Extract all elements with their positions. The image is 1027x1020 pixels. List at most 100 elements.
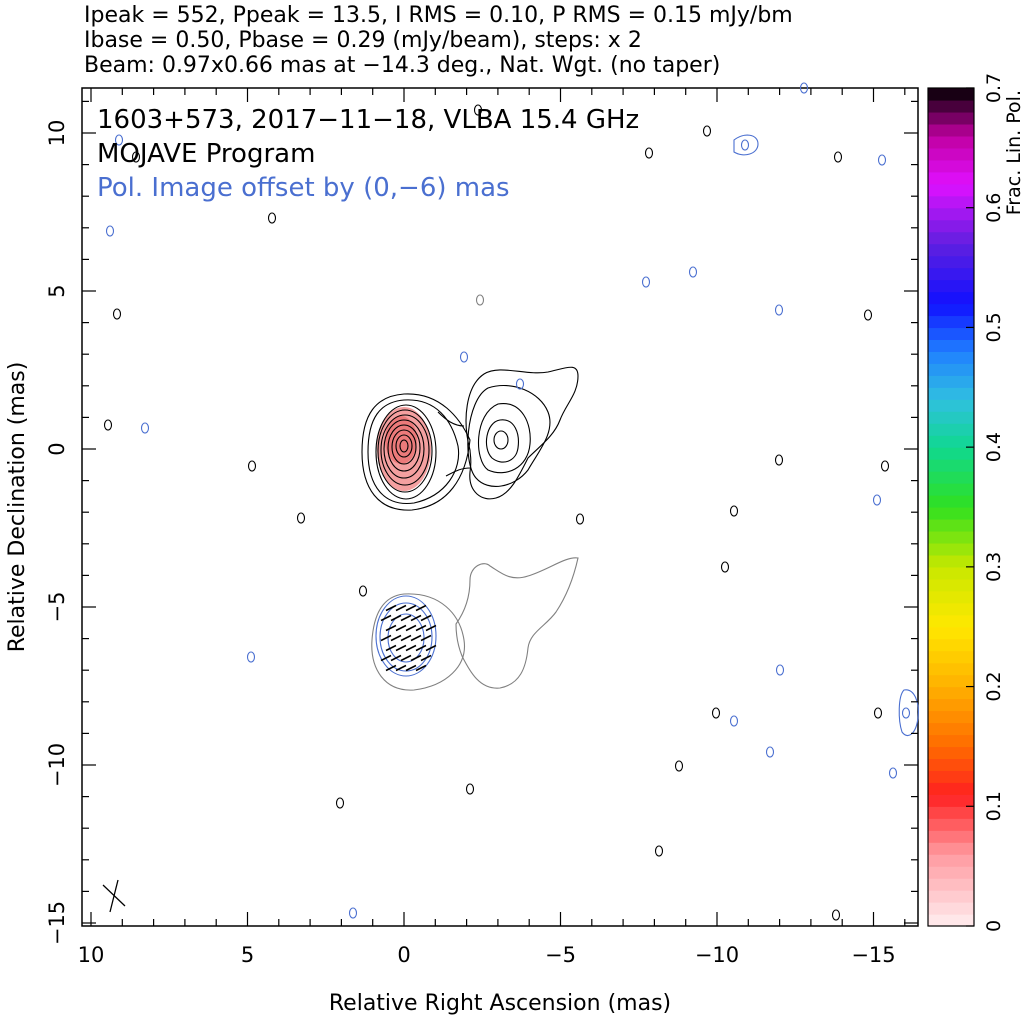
y-tick-label: 0	[45, 442, 69, 455]
evpa-stick	[380, 634, 392, 642]
x-tick-label: 5	[241, 943, 254, 967]
evpa-stick	[420, 614, 432, 622]
noise-speck	[131, 151, 141, 163]
colorbar-tick-label: 0.5	[983, 312, 1005, 342]
colorbar-band	[928, 351, 974, 364]
colorbar-band	[928, 866, 974, 879]
colorbar-band	[928, 722, 974, 736]
noise-speck	[873, 707, 883, 719]
evpa-stick	[380, 654, 392, 662]
x-tick-label: 0	[397, 943, 410, 967]
evpa-stick	[415, 624, 427, 632]
colorbar-band	[928, 770, 974, 783]
colorbar-band	[928, 626, 974, 640]
noise-speck	[877, 154, 887, 166]
noise-speck	[774, 454, 784, 466]
colorbar-band	[928, 147, 974, 161]
y-tick-label: 5	[45, 284, 69, 297]
colorbar-band	[928, 423, 974, 436]
pol-intensity-contours	[375, 595, 437, 677]
noise-speck	[901, 707, 911, 719]
header-beam: Beam: 0.97x0.66 mas at −14.3 deg., Nat. …	[84, 53, 720, 78]
evpa-stick	[425, 644, 437, 652]
colorbar-frame	[927, 87, 975, 927]
colorbar-band	[928, 375, 974, 388]
noise-speck	[335, 797, 345, 809]
evpa-stick	[405, 664, 417, 672]
y-tick-label: 10	[45, 120, 69, 147]
colorbar-band	[928, 111, 974, 125]
colorbar-band	[928, 590, 974, 604]
colorbar-band	[928, 267, 974, 281]
colorbar-band	[928, 782, 974, 795]
colorbar-band	[928, 327, 974, 340]
evpa-stick	[395, 644, 407, 652]
noise-speck	[247, 460, 257, 472]
evpa-stick	[395, 664, 407, 672]
noise-speck	[774, 304, 784, 316]
colorbar-band	[928, 99, 974, 113]
colorbar-band	[928, 878, 974, 891]
colorbar-band	[928, 195, 974, 209]
noise-speck	[720, 561, 730, 573]
evpa-stick	[380, 614, 392, 622]
colorbar-band	[928, 207, 974, 221]
noise-speck	[140, 422, 150, 434]
colorbar-band	[928, 710, 974, 724]
evpa-stick	[395, 624, 407, 632]
header-base: Ibase = 0.50, Pbase = 0.29 (mJy/beam), s…	[84, 28, 642, 53]
evpa-stick	[405, 604, 417, 612]
evpa-stick	[420, 654, 432, 662]
colorbar-tick-label: 0.4	[983, 432, 1005, 462]
x-axis-label: Relative Right Ascension (mas)	[329, 991, 671, 1016]
evpa-stick	[385, 644, 397, 652]
noise-speck	[729, 505, 739, 517]
colorbar-band	[928, 219, 974, 233]
noise-speck	[863, 309, 873, 321]
noise-speck	[575, 513, 585, 525]
colorbar-band	[928, 818, 974, 831]
noise-speck	[296, 512, 306, 524]
noise-speck	[711, 707, 721, 719]
y-tick-label: −10	[45, 743, 69, 787]
colorbar-band	[928, 842, 974, 855]
noise-speck	[799, 82, 809, 94]
y-tick-labels: 10 5 0 −5 −10 −15	[45, 120, 69, 946]
colorbar-band	[928, 530, 974, 544]
noise-speck	[674, 760, 684, 772]
colorbar-band	[928, 554, 974, 568]
noise-speck	[880, 460, 890, 472]
noise-speck	[267, 212, 277, 224]
y-axis-label: Relative Declination (mas)	[5, 362, 30, 653]
noise-speck	[654, 845, 664, 857]
y-tick-label: −5	[45, 592, 69, 623]
colorbar-band	[928, 518, 974, 532]
colorbar-band	[928, 758, 974, 771]
colorbar-band	[928, 890, 974, 903]
plot-frame	[81, 87, 919, 927]
colorbar-tick-label: 0	[983, 920, 1005, 932]
colorbar-band	[928, 746, 974, 759]
evpa-stick	[385, 664, 397, 672]
evpa-stick	[390, 634, 402, 642]
noise-speck	[473, 104, 483, 116]
edge-feature	[733, 134, 759, 156]
evpa-stick	[420, 634, 432, 642]
noise-speck	[888, 767, 898, 779]
noise-speck	[105, 225, 115, 237]
evpa-stick	[415, 664, 427, 672]
noise-specks	[103, 82, 919, 921]
noise-speck	[246, 651, 256, 663]
colorbar-band	[928, 255, 974, 269]
colorbar-tick-label: 0.6	[983, 193, 1005, 223]
noise-speck	[740, 139, 750, 151]
colorbar-band	[928, 447, 974, 460]
program-label: MOJAVE Program	[97, 139, 315, 169]
evpa-stick	[390, 654, 402, 662]
colorbar-band	[928, 578, 974, 592]
colorbar-tick-label: 0.2	[983, 671, 1005, 701]
x-tick-label: 10	[78, 943, 105, 967]
colorbar-band	[928, 507, 974, 520]
colorbar-tick-label: 0.7	[983, 73, 1005, 103]
colorbar-band	[928, 698, 974, 712]
